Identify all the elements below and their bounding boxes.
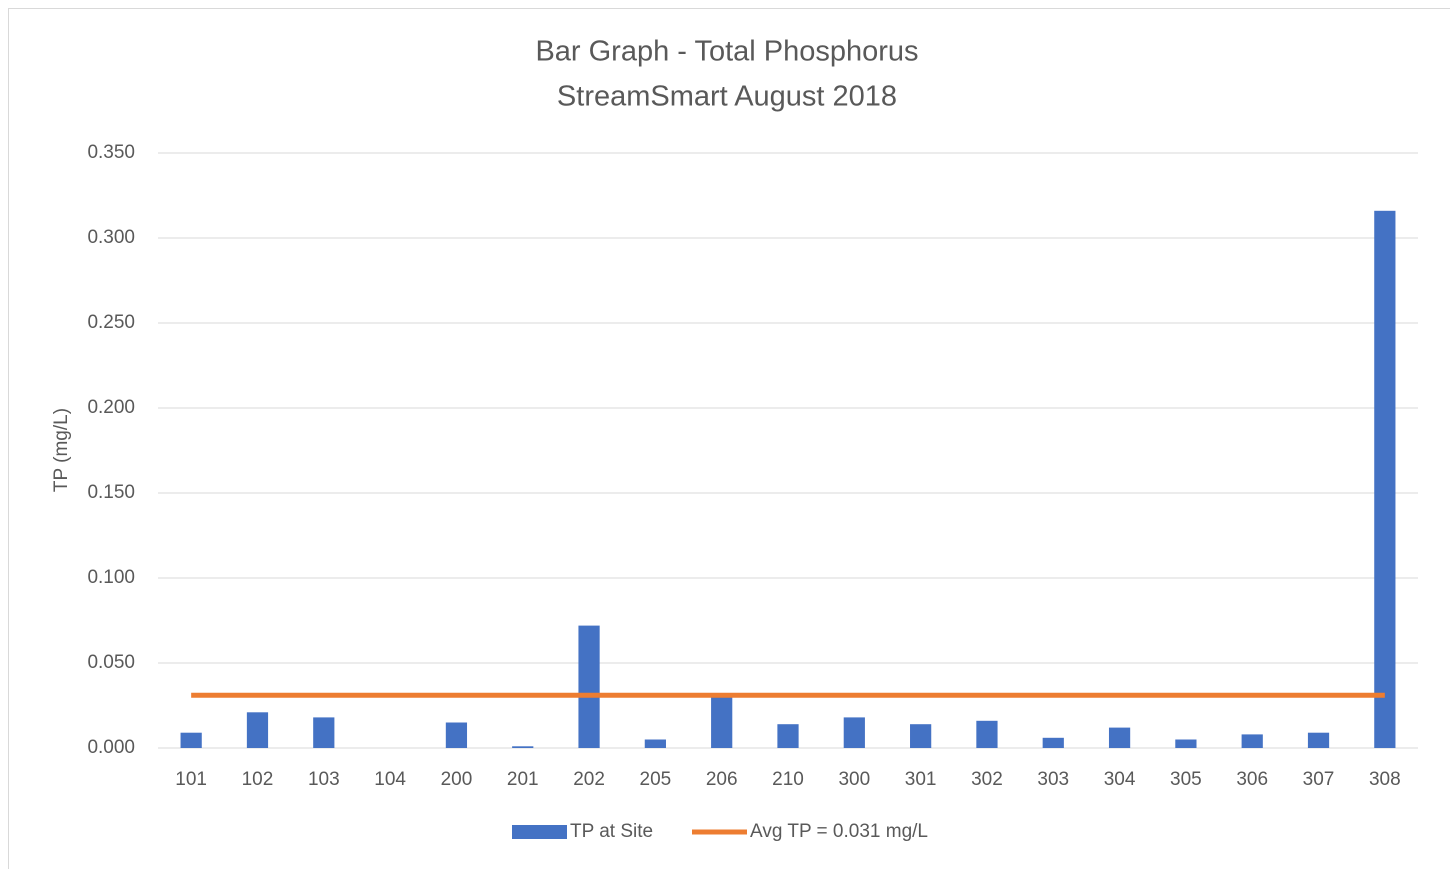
y-tick-label: 0.250 (87, 312, 135, 333)
chart-title: Bar Graph - Total Phosphorus (535, 36, 918, 68)
x-tick-label: 206 (706, 769, 738, 790)
x-tick-label: 210 (772, 769, 804, 790)
bar (578, 625, 600, 748)
x-tick-label: 104 (374, 769, 406, 790)
y-tick-label: 0.050 (87, 652, 135, 673)
x-tick-label: 205 (640, 769, 672, 790)
bar (976, 720, 998, 748)
x-tick-label: 202 (573, 769, 605, 790)
x-tick-label: 101 (175, 769, 207, 790)
y-tick-label: 0.200 (87, 397, 135, 418)
chart-subtitle: StreamSmart August 2018 (557, 81, 897, 113)
y-tick-label: 0.350 (87, 142, 135, 163)
legend-label: Avg TP = 0.031 mg/L (750, 821, 928, 842)
bar (1307, 732, 1330, 748)
x-tick-label: 301 (905, 769, 937, 790)
x-tick-label: 302 (971, 769, 1003, 790)
bar (180, 732, 202, 748)
bar (843, 717, 865, 748)
y-tick-label: 0.000 (87, 737, 135, 758)
bar (644, 739, 666, 748)
x-tick-label: 300 (838, 769, 870, 790)
x-tick-label: 201 (507, 769, 539, 790)
bar (246, 712, 269, 748)
y-tick-label: 0.150 (87, 482, 135, 503)
x-tick-label: 103 (308, 769, 340, 790)
bar (1241, 734, 1263, 748)
bar (777, 724, 799, 748)
x-tick-label: 102 (242, 769, 274, 790)
x-tick-label: 304 (1104, 769, 1136, 790)
bar (1374, 210, 1396, 749)
y-tick-label: 0.300 (87, 227, 135, 248)
x-tick-label: 306 (1236, 769, 1268, 790)
bar (711, 693, 733, 748)
x-tick-label: 200 (441, 769, 473, 790)
bar (313, 717, 335, 748)
x-tick-label: 308 (1369, 769, 1401, 790)
bar (910, 724, 932, 748)
bar (445, 722, 468, 748)
legend-label: TP at Site (570, 821, 653, 842)
bar (1042, 737, 1064, 748)
y-axis-label: TP (mg/L) (51, 408, 72, 492)
x-tick-label: 303 (1037, 769, 1069, 790)
x-tick-label: 307 (1303, 769, 1335, 790)
bar (1175, 739, 1197, 748)
y-tick-label: 0.100 (87, 567, 135, 588)
bar (512, 746, 534, 748)
legend-swatch (512, 825, 567, 839)
x-tick-label: 305 (1170, 769, 1202, 790)
bar (1108, 727, 1131, 748)
